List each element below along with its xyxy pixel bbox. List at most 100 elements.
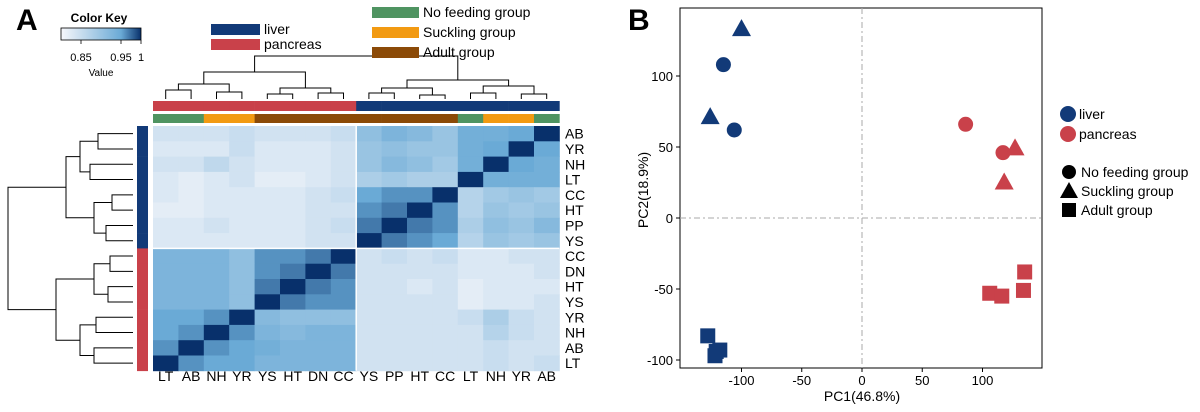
heatmap-cell [534,279,560,295]
heatmap-cell [483,217,509,234]
heatmap-cell [508,156,535,173]
heatmap-cell [153,187,179,203]
row-label: YR [565,141,584,157]
row-label: LT [565,172,581,188]
heatmap-cell [407,171,433,188]
heatmap-cell [432,355,459,372]
row-dendrogram-branch [107,286,133,303]
heatmap-cell [203,202,230,219]
heatmap-cell [229,171,255,188]
column-group-bar [483,114,509,123]
heatmap-cell [381,279,408,295]
heatmap-cell [534,202,560,219]
row-tissue-bar [137,156,148,173]
heatmap-cell [254,187,281,203]
heatmap-cell [407,141,433,157]
color-key-tick-label: 0.95 [110,52,131,64]
heatmap-cell [229,340,255,356]
column-dendrogram-branch [419,94,446,99]
heatmap-cell [534,263,560,280]
row-label: HT [565,279,584,295]
heatmap-cell [280,233,306,249]
tissue-legend-label-liver: liver [264,21,290,37]
heatmap-cell [153,171,179,188]
heatmap-cell [508,141,535,157]
column-tissue-bar [153,101,179,111]
column-tissue-bar [508,101,535,111]
tissue-legend-swatch-liver [211,24,260,35]
y-axis-title: PC2(18.9%) [635,152,651,228]
column-label: HT [283,368,302,384]
heatmap-cell [457,324,484,341]
heatmap-cell [483,294,509,310]
legend-triangle-icon [1060,182,1078,198]
heatmap-cell [432,294,459,310]
column-dendrogram-branch [177,83,230,92]
row-tissue-bar [137,340,148,356]
column-dendrogram-branch [254,55,459,80]
heatmap-cell [508,279,535,295]
heatmap-cell [254,294,281,310]
heatmap-cell [203,141,230,157]
heatmap-cell [483,171,509,188]
column-label: AB [537,368,556,384]
x-axis-tick-label: -50 [792,373,811,388]
y-axis-tick-label: 0 [666,211,673,226]
heatmap-cell [356,187,382,203]
row-tissue-bar [137,279,148,295]
heatmap-cell [483,309,509,326]
heatmap-cell [432,263,459,280]
group-legend-label-no_feeding: No feeding group [423,4,531,20]
heatmap-cell [305,187,332,203]
row-dendrogram-branch [93,202,112,234]
heatmap-cell [330,248,357,265]
heatmap-cell [330,156,357,173]
heatmap-cell [407,217,433,234]
legend-label-liver: liver [1079,106,1105,122]
heatmap-cell [457,309,484,326]
heatmap-cell [457,233,484,249]
color-key-bar [60,27,142,41]
heatmap-cell [178,233,205,249]
heatmap-cell [254,233,281,249]
legend-circle-icon [1062,165,1076,179]
heatmap-cell [381,217,408,234]
heatmap-cell [457,171,484,188]
heatmap-cell [457,279,484,295]
heatmap-cell [280,324,306,341]
heatmap-cell [356,248,382,265]
heatmap-cell [178,156,205,173]
legend-square-icon [1062,203,1076,217]
heatmap-cell [229,263,255,280]
column-dendrogram-branch [381,87,433,95]
heatmap-cell [508,217,535,234]
column-tissue-bar [203,101,230,111]
row-label: YS [565,233,584,249]
heatmap-cell [153,233,179,249]
heatmap-cell [178,309,205,326]
heatmap-cell [305,126,332,142]
data-point-pancreas-square [982,285,998,301]
data-point-pancreas-circle [958,116,974,132]
row-tissue-bar [137,171,148,188]
column-tissue-bar [407,101,433,111]
y-axis-tick-label: 50 [659,140,673,155]
heatmap-cell [153,156,179,173]
column-group-bar [229,114,255,123]
heatmap-cell [457,126,484,142]
heatmap-cell [356,141,382,157]
heatmap-cell [483,324,509,341]
row-label: CC [565,187,585,203]
heatmap-cell [534,248,560,265]
column-group-bar [305,114,332,123]
column-label: YS [258,368,277,384]
heatmap-cell [508,309,535,326]
heatmap-cell [254,248,281,265]
column-label: LT [463,368,479,384]
heatmap-cell [457,294,484,310]
heatmap-cell [407,340,433,356]
heatmap-cell [407,156,433,173]
row-label: YS [565,294,584,310]
heatmap-cell [407,233,433,249]
heatmap-cell [153,263,179,280]
